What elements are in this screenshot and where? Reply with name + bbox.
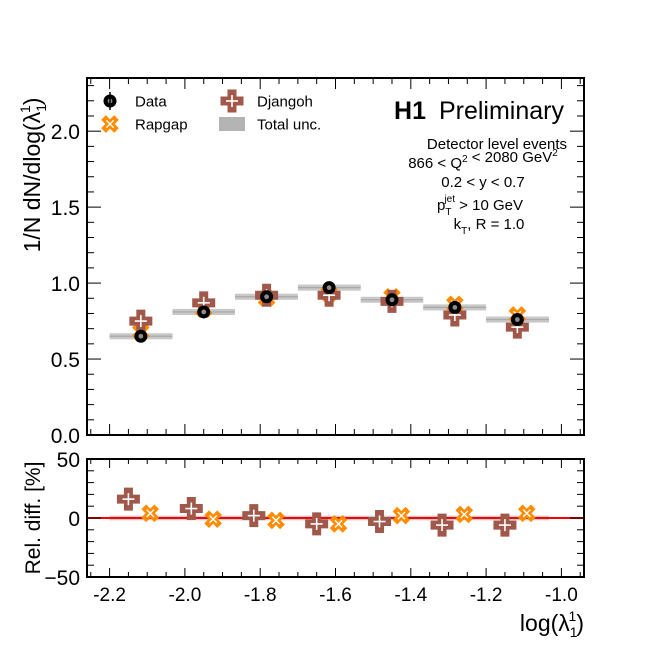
legend-unc-icon [219,117,245,131]
legend-item-total-unc: Total unc. [219,117,321,134]
ratio-djangoh-point [305,512,329,536]
main-y-tick-labels: 0.0 0.5 1.0 1.5 2.0 [51,121,80,448]
ratio-ticks [87,458,584,578]
annotation-kt: kT, R = 1.0 [454,216,525,237]
x-axis-label: log(λ11) [520,608,584,640]
data-point [260,290,274,304]
data-point [385,293,399,307]
x-tick-label: -1.6 [319,585,352,606]
legend: Data Rapgap Djangoh Total unc. [101,89,321,134]
x-tick-label: -2.2 [93,585,126,606]
legend-item-data: Data [103,92,167,111]
annotation-q2: 866 < Q2 < 2080 GeV2 [408,148,558,172]
legend-rapgap-icon [101,115,119,133]
ratio-rapgap-point [329,515,348,533]
annotation-y: 0.2 < y < 0.7 [441,174,524,191]
djangoh-point [129,309,153,333]
ratio-markers [116,487,536,537]
data-point [448,300,462,314]
y-tick-label: 0.5 [51,349,80,372]
ratio-djangoh-point [242,504,266,528]
main-ticks [87,78,584,436]
legend-label: Rapgap [135,117,188,134]
ratio-y-tick-labels: −50 0 50 [44,449,80,590]
plot-title: H1 Preliminary [394,97,564,125]
main-panel: 0.0 0.5 1.0 1.5 2.0 [51,77,585,448]
y-tick-label: 1.5 [51,197,80,220]
ratio-djangoh-point [368,510,392,534]
main-markers [129,281,529,343]
ratio-djangoh-point [430,513,454,537]
ratio-rapgap-point [517,504,536,523]
data-point [510,313,524,327]
ratio-djangoh-point [116,487,140,511]
annotation-ptjet: pTjet > 10 GeV [437,194,523,218]
legend-item-rapgap: Rapgap [101,115,188,134]
x-tick-label: -1.2 [470,585,503,606]
data-point [134,329,148,343]
data-point [322,281,336,295]
y-tick-label: 50 [57,449,80,472]
ratio-djangoh-point [493,513,517,537]
data-point [197,305,211,319]
ratio-rapgap-point [204,510,222,529]
x-tick-label: -1.0 [545,585,578,606]
legend-label: Data [135,94,167,111]
y-tick-label: 0.0 [51,425,80,448]
ratio-panel: −50 0 50 -2.2 -2.0 -1.8 -1.6 -1.4 -1.2 -1.0 [44,449,585,606]
plot-title-rest: Preliminary [439,97,565,125]
x-tick-labels: -2.2 -2.0 -1.8 -1.6 -1.4 -1.2 -1.0 [93,585,578,606]
x-tick-label: -2.0 [169,585,202,606]
ratio-rapgap-point [392,506,411,525]
annotation-detector: Detector level events [427,136,567,153]
ratio-rapgap-point [141,504,160,523]
legend-label: Djangoh [257,94,313,111]
plot-title-bold: H1 [394,97,426,125]
y-tick-label: 2.0 [51,121,80,144]
y-tick-label: 1.0 [51,273,80,296]
ratio-rapgap-point [267,511,285,530]
ratio-djangoh-point [179,497,203,521]
legend-label: Total unc. [257,117,321,134]
y-tick-label: −50 [44,567,80,590]
ratio-rapgap-point [455,505,474,524]
x-tick-label: -1.4 [394,585,427,606]
y-tick-label: 0 [68,508,80,531]
main-y-axis-label: 1/N dN/dlog(λ11) [17,98,49,253]
ratio-y-axis-label: Rel. diff. [%] [22,462,45,575]
legend-djangoh-icon [220,89,244,113]
x-tick-label: -1.8 [244,585,277,606]
legend-item-djangoh: Djangoh [220,89,313,113]
